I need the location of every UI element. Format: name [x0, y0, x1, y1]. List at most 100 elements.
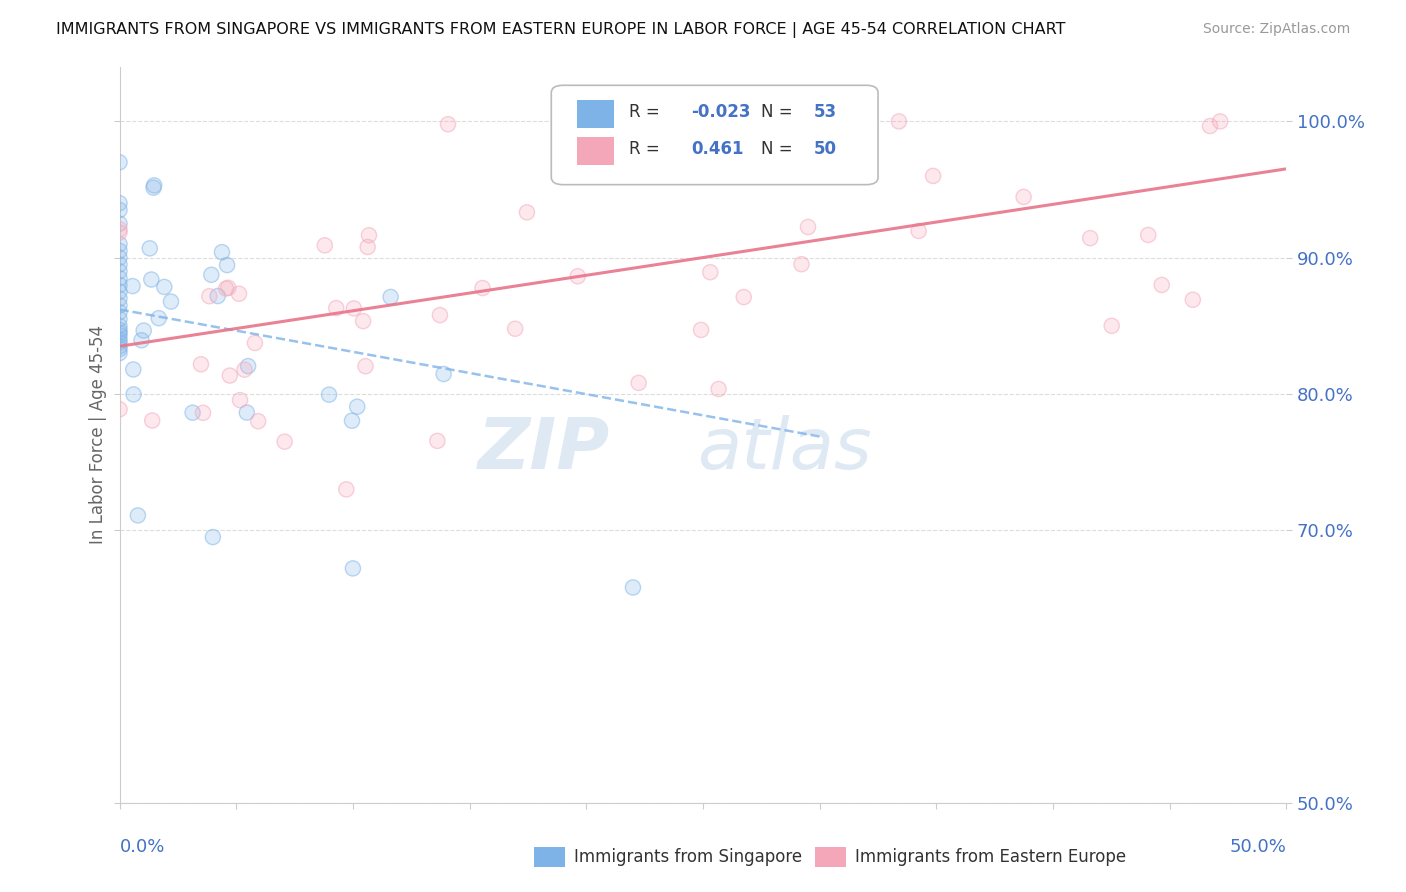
Point	[122, 387, 145, 401]
Point	[141, 272, 163, 286]
Y-axis label: In Labor Force | Age 45-54: In Labor Force | Age 45-54	[89, 326, 107, 544]
Point	[236, 359, 259, 373]
Point	[108, 277, 131, 292]
Point	[1150, 277, 1173, 292]
Point	[108, 305, 131, 319]
Text: -0.023: -0.023	[692, 103, 751, 120]
Point	[108, 342, 131, 356]
Point	[143, 178, 166, 193]
Point	[627, 376, 650, 390]
Point	[141, 413, 163, 427]
Point	[325, 301, 347, 315]
Point	[228, 286, 250, 301]
Point	[108, 202, 131, 217]
Point	[1209, 114, 1232, 128]
Point	[236, 406, 259, 420]
Point	[433, 367, 456, 381]
Point	[733, 290, 755, 304]
Point	[108, 318, 131, 333]
Point	[108, 312, 131, 326]
Point	[108, 226, 131, 240]
Point	[108, 328, 131, 343]
Text: N =: N =	[762, 103, 793, 120]
Point	[131, 333, 153, 347]
Point	[314, 238, 336, 252]
Point	[356, 240, 378, 254]
Point	[108, 226, 131, 240]
Point	[343, 301, 366, 316]
Point	[346, 400, 368, 414]
Point	[132, 324, 155, 338]
Point	[148, 311, 170, 326]
Point	[108, 312, 131, 326]
Point	[108, 244, 131, 258]
Point	[108, 298, 131, 312]
Point	[108, 333, 131, 347]
Point	[122, 362, 145, 376]
Point	[437, 117, 460, 131]
Point	[215, 281, 238, 295]
Point	[108, 222, 131, 236]
Point	[1199, 119, 1222, 133]
Point	[108, 196, 131, 211]
Point	[429, 308, 451, 322]
Point	[380, 290, 402, 304]
Point	[108, 258, 131, 272]
Point	[233, 362, 256, 376]
Point	[200, 268, 222, 282]
Point	[342, 561, 364, 575]
Point	[354, 359, 377, 374]
Point	[887, 114, 910, 128]
Point	[790, 257, 813, 271]
Point	[335, 483, 357, 497]
Point	[139, 241, 162, 255]
Point	[127, 508, 149, 523]
Point	[108, 292, 131, 306]
Point	[160, 294, 183, 309]
Point	[108, 271, 131, 285]
Bar	[576, 136, 614, 165]
Point	[922, 169, 945, 183]
Point	[108, 326, 131, 340]
Point	[207, 289, 229, 303]
Point	[690, 323, 713, 337]
Point	[200, 268, 222, 282]
Point	[797, 219, 820, 234]
Point	[141, 413, 163, 427]
Point	[228, 286, 250, 301]
Point	[733, 290, 755, 304]
Point	[142, 180, 165, 194]
Point	[108, 264, 131, 278]
Point	[426, 434, 449, 448]
Point	[131, 333, 153, 347]
Point	[108, 402, 131, 417]
Point	[108, 292, 131, 306]
Point	[247, 414, 270, 428]
Point	[243, 335, 266, 350]
Point	[887, 114, 910, 128]
Point	[108, 323, 131, 337]
Point	[217, 281, 239, 295]
Point	[108, 237, 131, 252]
Point	[181, 406, 204, 420]
Point	[229, 393, 252, 408]
Point	[346, 400, 368, 414]
Point	[335, 483, 357, 497]
Point	[198, 289, 221, 303]
Point	[648, 165, 671, 179]
Point	[108, 335, 131, 350]
Point	[121, 279, 143, 293]
Point	[217, 258, 239, 272]
Text: 50: 50	[814, 139, 837, 158]
Point	[215, 281, 238, 295]
Point	[314, 238, 336, 252]
Point	[247, 414, 270, 428]
Point	[318, 387, 340, 401]
Point	[108, 339, 131, 353]
Point	[108, 222, 131, 236]
Point	[108, 346, 131, 360]
Point	[108, 402, 131, 417]
Point	[108, 342, 131, 356]
Text: atlas: atlas	[697, 415, 872, 484]
Point	[201, 530, 224, 544]
